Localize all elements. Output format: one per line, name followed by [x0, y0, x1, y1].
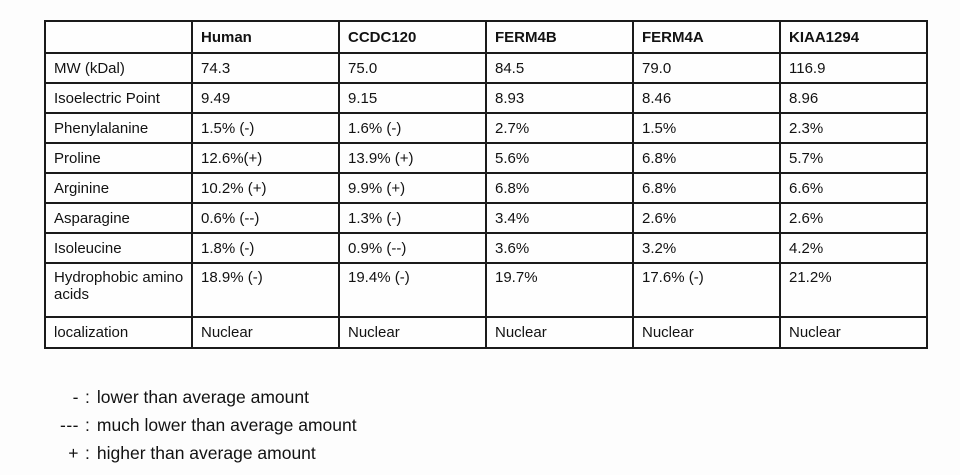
cell: 8.46	[632, 82, 781, 114]
table-row-mw: MW (kDal) 74.3 75.0 84.5 79.0 116.9	[44, 52, 928, 84]
cell: 75.0	[338, 52, 487, 84]
column-header-ccdc120: CCDC120	[338, 20, 487, 54]
cell: 1.5% (-)	[191, 112, 340, 144]
cell: 3.6%	[485, 232, 634, 264]
cell: 116.9	[779, 52, 928, 84]
cell: 4.2%	[779, 232, 928, 264]
cell: 2.6%	[779, 202, 928, 234]
row-label: Isoleucine	[44, 232, 193, 264]
cell: 13.9% (+)	[338, 142, 487, 174]
cell: 3.4%	[485, 202, 634, 234]
legend-symbol: -	[72, 387, 79, 407]
header-row: Human CCDC120 FERM4B FERM4A KIAA1294	[44, 20, 928, 54]
cell: 6.8%	[632, 142, 781, 174]
table-row-proline: Proline 12.6%(+) 13.9% (+) 5.6% 6.8% 5.7…	[44, 142, 928, 174]
cell: 9.9% (+)	[338, 172, 487, 204]
legend: - : lower than average amount --- : much…	[46, 383, 357, 467]
table-body: MW (kDal) 74.3 75.0 84.5 79.0 116.9 Isoe…	[44, 52, 928, 349]
cell: Nuclear	[485, 316, 634, 349]
cell: 1.8% (-)	[191, 232, 340, 264]
legend-item-higher: + : higher than average amount	[46, 439, 357, 467]
column-header-blank	[44, 20, 193, 54]
cell: 8.93	[485, 82, 634, 114]
cell: 2.6%	[632, 202, 781, 234]
row-label: Phenylalanine	[44, 112, 193, 144]
row-label: Hydrophobic amino acids	[44, 262, 193, 318]
cell: 18.9% (-)	[191, 262, 340, 318]
table-row-asparagine: Asparagine 0.6% (--) 1.3% (-) 3.4% 2.6% …	[44, 202, 928, 234]
cell: 2.7%	[485, 112, 634, 144]
cell: 21.2%	[779, 262, 928, 318]
table-row-isoelectric-point: Isoelectric Point 9.49 9.15 8.93 8.46 8.…	[44, 82, 928, 114]
cell: 1.5%	[632, 112, 781, 144]
cell: Nuclear	[632, 316, 781, 349]
column-header-ferm4a: FERM4A	[632, 20, 781, 54]
cell: 79.0	[632, 52, 781, 84]
row-label: MW (kDal)	[44, 52, 193, 84]
table-row-arginine: Arginine 10.2% (+) 9.9% (+) 6.8% 6.8% 6.…	[44, 172, 928, 204]
table-row-phenylalanine: Phenylalanine 1.5% (-) 1.6% (-) 2.7% 1.5…	[44, 112, 928, 144]
table-row-isoleucine: Isoleucine 1.8% (-) 0.9% (--) 3.6% 3.2% …	[44, 232, 928, 264]
cell: 6.8%	[485, 172, 634, 204]
cell: Nuclear	[779, 316, 928, 349]
legend-symbol: +	[68, 443, 79, 463]
cell: 17.6% (-)	[632, 262, 781, 318]
protein-comparison-table: Human CCDC120 FERM4B FERM4A KIAA1294 MW …	[44, 20, 928, 349]
column-header-ferm4b: FERM4B	[485, 20, 634, 54]
row-label: localization	[44, 316, 193, 349]
cell: 1.3% (-)	[338, 202, 487, 234]
row-label: Asparagine	[44, 202, 193, 234]
row-label: Isoelectric Point	[44, 82, 193, 114]
legend-text: higher than average amount	[96, 443, 316, 463]
cell: Nuclear	[338, 316, 487, 349]
row-label: Arginine	[44, 172, 193, 204]
cell: 84.5	[485, 52, 634, 84]
cell: 1.6% (-)	[338, 112, 487, 144]
cell: 8.96	[779, 82, 928, 114]
cell: Nuclear	[191, 316, 340, 349]
cell: 3.2%	[632, 232, 781, 264]
cell: 19.7%	[485, 262, 634, 318]
table-header: Human CCDC120 FERM4B FERM4A KIAA1294	[44, 20, 928, 54]
row-label: Proline	[44, 142, 193, 174]
column-header-human: Human	[191, 20, 340, 54]
cell: 9.15	[338, 82, 487, 114]
legend-text: much lower than average amount	[96, 415, 357, 435]
cell: 5.7%	[779, 142, 928, 174]
cell: 9.49	[191, 82, 340, 114]
cell: 2.3%	[779, 112, 928, 144]
table-row-hydrophobic-amino-acids: Hydrophobic amino acids 18.9% (-) 19.4% …	[44, 262, 928, 318]
cell: 19.4% (-)	[338, 262, 487, 318]
cell: 0.6% (--)	[191, 202, 340, 234]
table-row-localization: localization Nuclear Nuclear Nuclear Nuc…	[44, 316, 928, 349]
cell: 74.3	[191, 52, 340, 84]
legend-separator: :	[85, 387, 90, 407]
cell: 12.6%(+)	[191, 142, 340, 174]
cell: 10.2% (+)	[191, 172, 340, 204]
legend-item-much-lower: --- : much lower than average amount	[46, 411, 357, 439]
legend-separator: :	[85, 415, 90, 435]
cell: 5.6%	[485, 142, 634, 174]
column-header-kiaa1294: KIAA1294	[779, 20, 928, 54]
cell: 6.8%	[632, 172, 781, 204]
legend-separator: :	[85, 443, 90, 463]
cell: 6.6%	[779, 172, 928, 204]
cell: 0.9% (--)	[338, 232, 487, 264]
legend-item-lower: - : lower than average amount	[46, 383, 357, 411]
legend-symbol: ---	[60, 415, 79, 435]
legend-text: lower than average amount	[96, 387, 309, 407]
